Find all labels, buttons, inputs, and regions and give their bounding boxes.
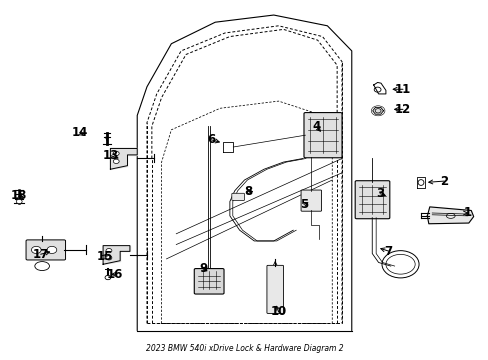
Circle shape xyxy=(113,159,119,163)
Text: 14: 14 xyxy=(71,126,88,139)
FancyBboxPatch shape xyxy=(194,269,224,294)
Polygon shape xyxy=(372,107,383,114)
Text: 12: 12 xyxy=(394,103,410,116)
Text: 4: 4 xyxy=(312,121,320,134)
Circle shape xyxy=(113,151,119,156)
FancyBboxPatch shape xyxy=(354,181,389,219)
Text: 10: 10 xyxy=(270,306,286,319)
Text: 2023 BMW 540i xDrive Lock & Hardware Diagram 2: 2023 BMW 540i xDrive Lock & Hardware Dia… xyxy=(145,344,343,353)
Text: 18: 18 xyxy=(11,189,27,202)
FancyBboxPatch shape xyxy=(26,240,65,260)
Text: 3: 3 xyxy=(375,187,384,200)
FancyBboxPatch shape xyxy=(301,190,321,211)
FancyBboxPatch shape xyxy=(231,193,244,201)
Circle shape xyxy=(106,248,112,253)
Text: 8: 8 xyxy=(244,185,252,198)
Text: 13: 13 xyxy=(102,149,118,162)
Text: 15: 15 xyxy=(96,249,113,262)
Text: 17: 17 xyxy=(33,248,49,261)
Polygon shape xyxy=(110,148,137,169)
Polygon shape xyxy=(103,246,130,264)
Text: 1: 1 xyxy=(463,207,471,220)
Circle shape xyxy=(31,246,41,253)
Circle shape xyxy=(47,246,57,253)
Text: 9: 9 xyxy=(199,262,207,275)
Circle shape xyxy=(16,199,22,204)
Circle shape xyxy=(106,256,112,260)
Text: 7: 7 xyxy=(384,244,391,257)
Text: 6: 6 xyxy=(207,133,215,146)
FancyBboxPatch shape xyxy=(266,265,283,314)
Text: 5: 5 xyxy=(299,198,307,211)
Text: 2: 2 xyxy=(440,175,447,188)
Circle shape xyxy=(105,275,111,280)
Text: 16: 16 xyxy=(106,268,122,281)
FancyBboxPatch shape xyxy=(304,113,341,158)
Text: 11: 11 xyxy=(394,83,410,96)
Polygon shape xyxy=(427,207,473,224)
